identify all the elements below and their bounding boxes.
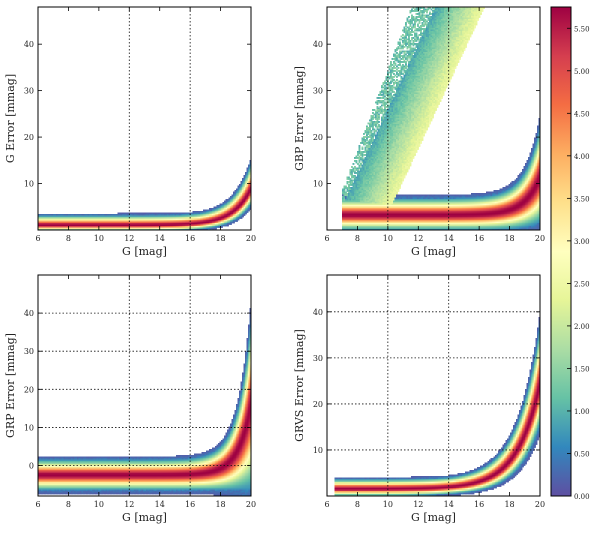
x-tick-label: 8 — [66, 234, 71, 243]
x-tick-label: 8 — [66, 500, 71, 509]
colorbar-tick-label: 5.00 — [574, 68, 590, 76]
colorbar-tick-label: 1.00 — [574, 408, 590, 416]
colorbar-gradient — [550, 6, 572, 497]
y-tick-label: 10 — [313, 446, 323, 455]
y-tick-label: 30 — [24, 87, 34, 96]
y-axis-label: G Error [mmag] — [4, 74, 17, 163]
x-tick-label: 10 — [94, 500, 104, 509]
x-tick-label: 20 — [535, 234, 545, 243]
axes-frame — [326, 274, 541, 497]
x-tick-label: 14 — [155, 500, 165, 509]
colorbar-tick-label: 4.00 — [574, 153, 590, 161]
x-tick-label: 20 — [246, 500, 256, 509]
x-tick-label: 10 — [383, 234, 393, 243]
y-tick-label: 20 — [24, 133, 34, 142]
heatmap-2 — [342, 7, 540, 230]
y-axis-label: GRVS Error [mmag] — [293, 329, 306, 442]
colorbar-tick-label: 1.50 — [574, 365, 590, 373]
heatmap-4 — [334, 317, 540, 496]
y-tick-label: 0 — [29, 462, 34, 471]
x-tick-label: 18 — [215, 234, 225, 243]
colorbar-tick-label: 5.50 — [574, 25, 590, 33]
colorbar-tick-label: 3.50 — [574, 195, 590, 203]
colorbar-tick-label: 4.50 — [574, 110, 590, 118]
x-tick-label: 12 — [124, 234, 134, 243]
y-tick-label: 40 — [24, 40, 34, 49]
y-tick-label: 40 — [24, 309, 34, 318]
gridlines-4 — [327, 275, 540, 496]
y-tick-label: 10 — [24, 180, 34, 189]
x-axis-label: G [mag] — [411, 511, 456, 524]
x-tick-label: 8 — [355, 234, 360, 243]
gridlines-3 — [38, 275, 251, 496]
x-tick-label: 18 — [504, 500, 514, 509]
axes-frame — [37, 6, 252, 231]
colorbar: 0.00 0.50 1.00 1.50 2.00 2.50 3.00 3.50 4.00 4.50… — [550, 6, 590, 501]
heatmap-1 — [38, 160, 251, 230]
x-tick-label: 6 — [35, 500, 40, 509]
x-tick-label: 16 — [185, 500, 195, 509]
y-tick-label: 30 — [313, 354, 323, 363]
x-tick-label: 16 — [474, 500, 484, 509]
y-tick-label: 20 — [313, 133, 323, 142]
y-tick-label: 40 — [313, 40, 323, 49]
colorbar-tick-label: 2.50 — [574, 280, 590, 288]
x-tick-label: 10 — [94, 234, 104, 243]
colorbar-tick-label: 2.00 — [574, 323, 590, 331]
y-axis-label: GRP Error [mmag] — [4, 333, 17, 438]
panel-2: 6 8 10 12 14 16 18 20 10 20 30 40 G [mag] GBP Error [… — [293, 6, 545, 258]
x-tick-label: 16 — [185, 234, 195, 243]
y-axis-label: GBP Error [mmag] — [293, 66, 306, 171]
x-tick-label: 6 — [324, 234, 329, 243]
x-tick-label: 16 — [474, 234, 484, 243]
colorbar-tick-label: 3.00 — [574, 238, 590, 246]
y-tick-label: 20 — [313, 400, 323, 409]
y-tick-label: 40 — [313, 308, 323, 317]
x-tick-label: 14 — [155, 234, 165, 243]
x-tick-label: 12 — [413, 234, 423, 243]
x-tick-label: 20 — [246, 234, 256, 243]
panel-3: 6 8 10 12 14 16 18 20 0 10 20 30 40 G [mag] GRP Error … — [4, 274, 256, 524]
x-tick-label: 10 — [383, 500, 393, 509]
panel-4: 6 8 10 12 14 16 18 20 10 20 30 40 G [mag] GRVS Error … — [293, 274, 545, 524]
axes-frame — [37, 274, 252, 497]
colorbar-tick-label: 0.00 — [574, 493, 590, 501]
x-tick-label: 14 — [444, 500, 454, 509]
y-tick-label: 30 — [313, 87, 323, 96]
x-axis-label: G [mag] — [122, 511, 167, 524]
x-tick-label: 14 — [444, 234, 454, 243]
y-tick-label: 10 — [24, 423, 34, 432]
x-tick-label: 6 — [35, 234, 40, 243]
y-tick-label: 20 — [24, 385, 34, 394]
gridlines-1 — [128, 7, 191, 230]
x-tick-label: 18 — [504, 234, 514, 243]
x-axis-label: G [mag] — [122, 245, 167, 258]
axes-frame — [326, 6, 541, 231]
y-tick-label: 10 — [313, 180, 323, 189]
panel-1: 6 8 10 12 14 16 18 20 10 20 30 40 G [mag] G Error [mm… — [4, 6, 256, 258]
x-tick-label: 12 — [413, 500, 423, 509]
x-axis-label: G [mag] — [411, 245, 456, 258]
x-tick-label: 8 — [355, 500, 360, 509]
y-tick-label: 30 — [24, 347, 34, 356]
gridlines-2 — [387, 7, 450, 230]
x-tick-label: 6 — [324, 500, 329, 509]
x-tick-label: 12 — [124, 500, 134, 509]
heatmap-3 — [38, 308, 251, 496]
colorbar-tick-label: 0.50 — [574, 450, 590, 458]
x-tick-label: 20 — [535, 500, 545, 509]
x-tick-label: 18 — [215, 500, 225, 509]
